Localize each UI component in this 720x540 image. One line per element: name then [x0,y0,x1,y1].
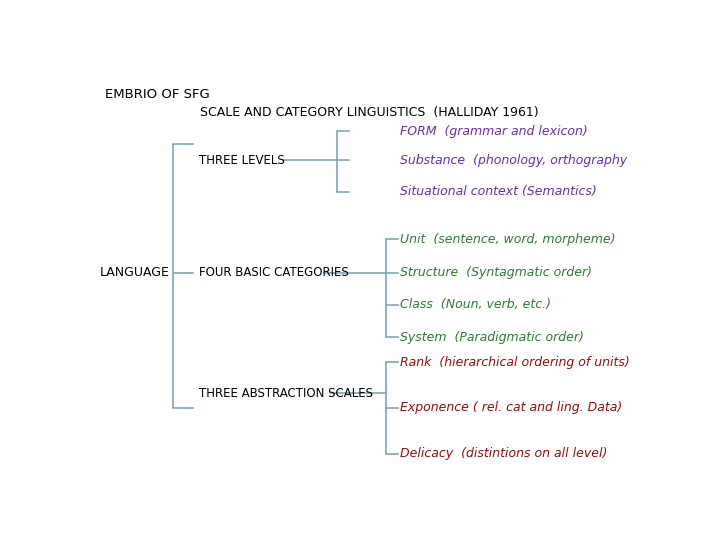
Text: System  (Paradigmatic order): System (Paradigmatic order) [400,330,584,343]
Text: Class  (Noun, verb, etc.): Class (Noun, verb, etc.) [400,298,551,311]
Text: Substance  (phonology, orthography: Substance (phonology, orthography [400,154,627,167]
Text: THREE LEVELS: THREE LEVELS [199,154,284,167]
Text: Structure  (Syntagmatic order): Structure (Syntagmatic order) [400,266,592,279]
Text: LANGUAGE: LANGUAGE [100,266,170,279]
Text: Situational context (Semantics): Situational context (Semantics) [400,185,596,198]
Text: EMBRIO OF SFG: EMBRIO OF SFG [105,87,210,100]
Text: FOUR BASIC CATEGORIES: FOUR BASIC CATEGORIES [199,266,348,279]
Text: Unit  (sentence, word, morpheme): Unit (sentence, word, morpheme) [400,233,615,246]
Text: Delicacy  (distintions on all level): Delicacy (distintions on all level) [400,447,607,460]
Text: THREE ABSTRACTION SCALES: THREE ABSTRACTION SCALES [199,387,373,400]
Text: FORM  (grammar and lexicon): FORM (grammar and lexicon) [400,125,588,138]
Text: SCALE AND CATEGORY LINGUISTICS  (HALLIDAY 1961): SCALE AND CATEGORY LINGUISTICS (HALLIDAY… [199,106,539,119]
Text: Rank  (hierarchical ordering of units): Rank (hierarchical ordering of units) [400,356,629,369]
Text: Exponence ( rel. cat and ling. Data): Exponence ( rel. cat and ling. Data) [400,401,622,414]
